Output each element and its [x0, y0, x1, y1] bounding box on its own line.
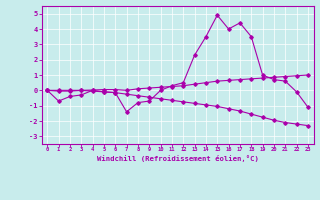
X-axis label: Windchill (Refroidissement éolien,°C): Windchill (Refroidissement éolien,°C): [97, 155, 259, 162]
